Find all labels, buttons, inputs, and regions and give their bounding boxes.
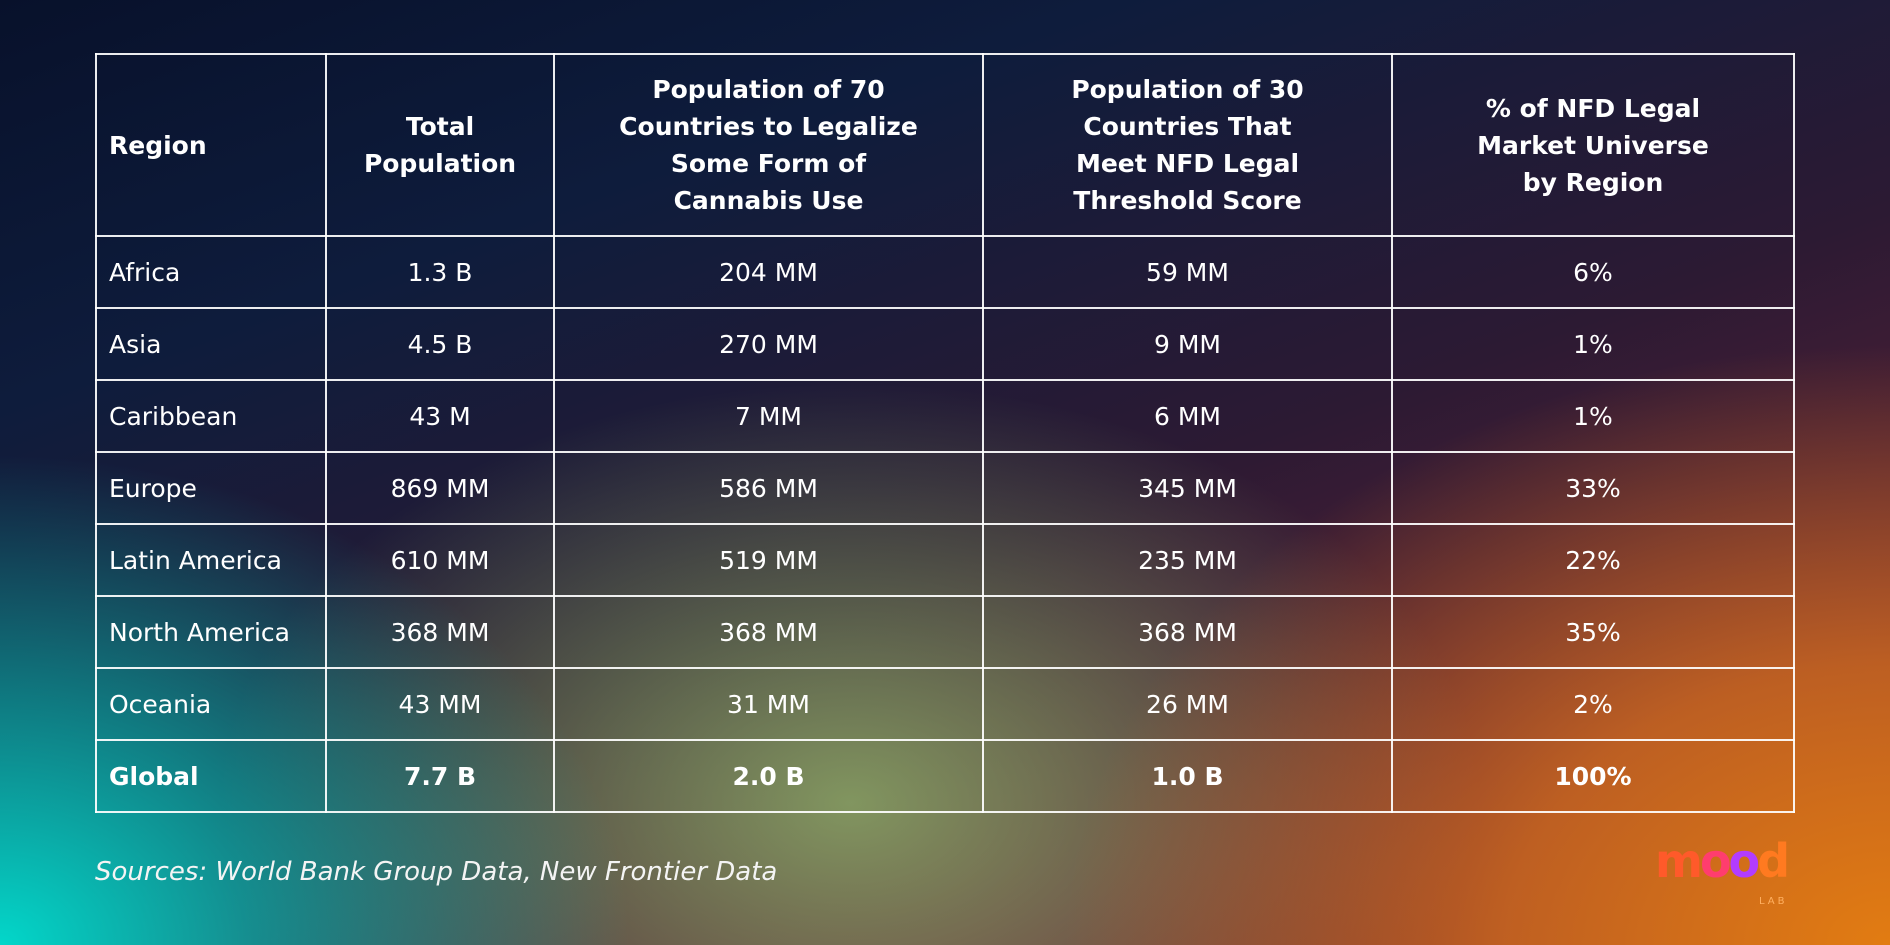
cell-total-population: 1.3 B	[325, 235, 555, 309]
cell-market-share: 35%	[1391, 595, 1795, 669]
header-70-countries: Population of 70 Countries to Legalize Som…	[553, 53, 984, 237]
table-row: Europe 869 MM 586 MM 345 MM 33%	[95, 451, 1795, 525]
table-row: Latin America 610 MM 519 MM 235 MM 22%	[95, 523, 1795, 597]
cell-region: Africa	[95, 235, 327, 309]
logo-subtitle: LAB	[1759, 896, 1788, 907]
cell-region: Caribbean	[95, 379, 327, 453]
cell-total-population: 43 M	[325, 379, 555, 453]
population-table: Region Total Population Population of 70 C…	[95, 53, 1795, 813]
cell-70-countries: 7 MM	[553, 379, 984, 453]
cell-30-countries: 6 MM	[982, 379, 1393, 453]
cell-70-countries: 368 MM	[553, 595, 984, 669]
cell-30-countries: 26 MM	[982, 667, 1393, 741]
table-row: Caribbean 43 M 7 MM 6 MM 1%	[95, 379, 1795, 453]
cell-region: North America	[95, 595, 327, 669]
cell-market-share-total: 100%	[1391, 739, 1795, 813]
cell-total-population: 43 MM	[325, 667, 555, 741]
logo-wordmark: mood	[1655, 834, 1790, 888]
cell-70-countries: 204 MM	[553, 235, 984, 309]
cell-70-countries-total: 2.0 B	[553, 739, 984, 813]
cell-region: Asia	[95, 307, 327, 381]
cell-30-countries: 59 MM	[982, 235, 1393, 309]
cell-70-countries: 31 MM	[553, 667, 984, 741]
cell-region: Oceania	[95, 667, 327, 741]
cell-30-countries: 368 MM	[982, 595, 1393, 669]
table-row: North America 368 MM 368 MM 368 MM 35%	[95, 595, 1795, 669]
cell-30-countries: 235 MM	[982, 523, 1393, 597]
table-row: Oceania 43 MM 31 MM 26 MM 2%	[95, 667, 1795, 741]
cell-70-countries: 586 MM	[553, 451, 984, 525]
total-row: Global 7.7 B 2.0 B 1.0 B 100%	[95, 739, 1795, 813]
cell-market-share: 1%	[1391, 307, 1795, 381]
cell-30-countries: 9 MM	[982, 307, 1393, 381]
header-market-share: % of NFD Legal Market Universe by Region	[1391, 53, 1795, 237]
table-row: Asia 4.5 B 270 MM 9 MM 1%	[95, 307, 1795, 381]
cell-region: Europe	[95, 451, 327, 525]
header-row: Region Total Population Population of 70 C…	[95, 53, 1795, 237]
cell-total-population: 368 MM	[325, 595, 555, 669]
header-region: Region	[95, 53, 327, 237]
cell-total-population: 869 MM	[325, 451, 555, 525]
cell-market-share: 6%	[1391, 235, 1795, 309]
cell-market-share: 1%	[1391, 379, 1795, 453]
cell-total-population: 4.5 B	[325, 307, 555, 381]
data-table-container: Region Total Population Population of 70 C…	[95, 53, 1795, 813]
cell-region-total: Global	[95, 739, 327, 813]
cell-market-share: 2%	[1391, 667, 1795, 741]
cell-30-countries: 345 MM	[982, 451, 1393, 525]
cell-market-share: 22%	[1391, 523, 1795, 597]
cell-70-countries: 270 MM	[553, 307, 984, 381]
cell-30-countries-total: 1.0 B	[982, 739, 1393, 813]
cell-total-population: 610 MM	[325, 523, 555, 597]
cell-total-population-total: 7.7 B	[325, 739, 555, 813]
cell-market-share: 33%	[1391, 451, 1795, 525]
mood-lab-logo: mood LAB	[1655, 838, 1795, 913]
header-total-population: Total Population	[325, 53, 555, 237]
cell-70-countries: 519 MM	[553, 523, 984, 597]
header-30-countries: Population of 30 Countries That Meet NFD L…	[982, 53, 1393, 237]
cell-region: Latin America	[95, 523, 327, 597]
sources-caption: Sources: World Bank Group Data, New Fron…	[95, 857, 778, 887]
table-row: Africa 1.3 B 204 MM 59 MM 6%	[95, 235, 1795, 309]
